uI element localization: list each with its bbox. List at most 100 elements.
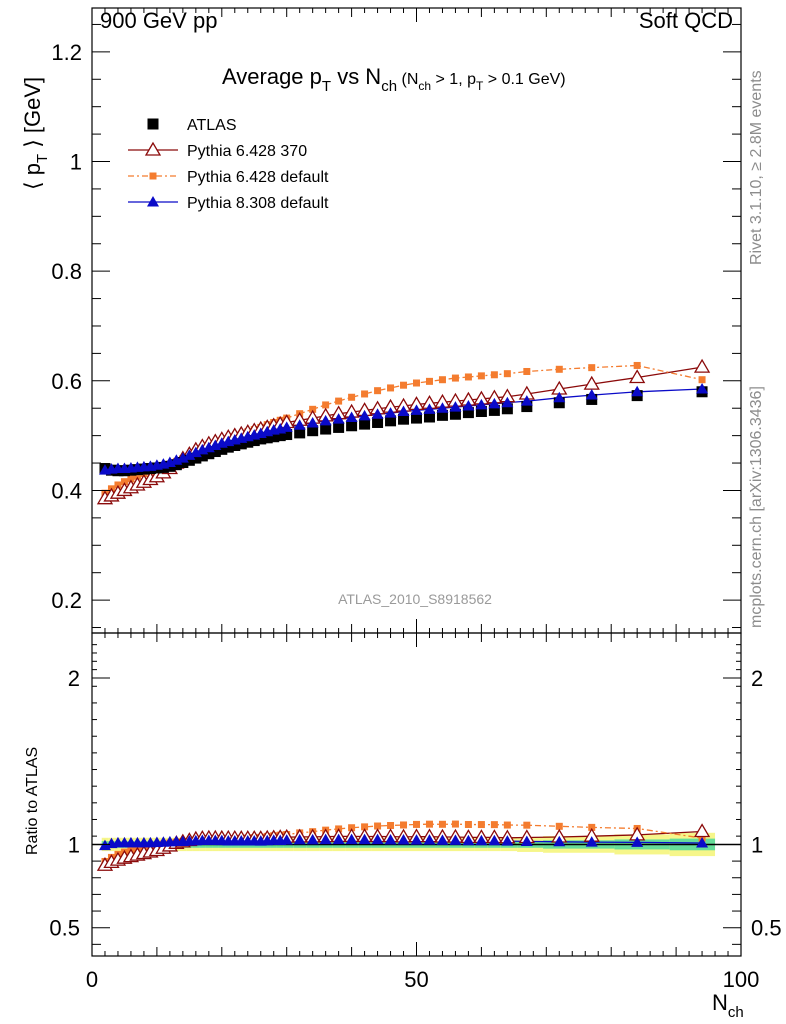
ratio-point-pythia-8-308-default	[306, 833, 319, 845]
point-atlas	[398, 413, 410, 425]
point-pythia-8-308-default	[631, 385, 644, 397]
point-pythia-8-308-default	[410, 404, 423, 415]
point-pythia-8-308-default	[176, 452, 189, 463]
point-atlas	[333, 421, 345, 433]
point-atlas	[261, 432, 273, 444]
point-pythia-8-308-default	[501, 396, 514, 408]
ratio-ylabel: Ratio to ATLAS	[24, 747, 41, 855]
y-tick-label: 0.8	[51, 259, 82, 284]
point-atlas	[183, 454, 195, 466]
ratio-panel: 0 50 100 0.5 0.5 1 1 2 2	[49, 632, 782, 992]
point-atlas	[229, 440, 241, 451]
ratio-point-pythia-6-428-default	[374, 822, 382, 830]
point-pythia-6-428-default	[438, 376, 446, 384]
legend: ATLAS Pythia 6.428 370 Pythia 6.428 defaul…	[128, 117, 329, 212]
legend-marker-pythia-8-308-default	[147, 196, 159, 207]
point-atlas	[359, 418, 371, 430]
point-atlas	[475, 406, 487, 418]
x-tick-label: 100	[723, 967, 760, 992]
ratio-point-pythia-8-308-default	[397, 834, 410, 845]
ratio-point-pythia-8-308-default	[345, 833, 358, 845]
point-atlas	[196, 450, 208, 462]
point-atlas	[203, 448, 215, 460]
point-pythia-6-428-default	[387, 384, 395, 392]
point-pythia-6-428-default	[464, 373, 472, 381]
legend-label-pythia-6-428-default: Pythia 6.428 default	[187, 169, 329, 186]
legend-label-pythia-8-308-default: Pythia 8.308 default	[187, 195, 329, 212]
point-pythia-8-308-default	[488, 397, 501, 409]
point-pythia-8-308-default	[358, 409, 371, 421]
point-pythia-6-428-default	[400, 381, 408, 389]
y-tick-label: 0.6	[51, 369, 82, 394]
header-left: 900 GeV pp	[100, 8, 217, 33]
point-pythia-6-428-default	[120, 478, 128, 486]
point-atlas	[372, 416, 384, 428]
point-pythia-8-308-default	[449, 401, 462, 412]
point-pythia-8-308-default	[319, 414, 332, 426]
point-pythia-8-308-default	[553, 391, 566, 403]
main-plot-frame	[91, 7, 742, 634]
point-atlas	[294, 427, 306, 439]
point-pythia-6-428-default	[490, 371, 498, 379]
point-atlas	[248, 435, 260, 447]
point-pythia-6-428-default	[451, 374, 459, 382]
point-atlas	[553, 397, 565, 409]
point-pythia-8-308-default	[332, 413, 345, 424]
point-atlas	[190, 452, 202, 464]
ratio-point-pythia-6-428-370	[693, 823, 711, 838]
ratio-y-tick-label-right: 2	[751, 666, 763, 691]
point-atlas	[501, 403, 513, 415]
ratio-point-pythia-8-308-default	[631, 836, 644, 847]
point-pythia-6-428-default	[523, 367, 531, 375]
ratio-point-pythia-8-308-default	[319, 833, 332, 845]
point-pythia-6-428-default	[348, 393, 356, 401]
point-atlas	[449, 408, 461, 420]
x-tick-label: 50	[404, 967, 428, 992]
point-atlas	[307, 425, 319, 437]
ratio-point-pythia-8-308-default	[449, 834, 462, 845]
ratio-point-pythia-8-308-default	[423, 834, 436, 845]
point-pythia-8-308-default	[189, 446, 202, 458]
point-pythia-6-428-default	[309, 405, 317, 413]
point-atlas	[216, 443, 228, 455]
point-atlas	[462, 407, 474, 419]
ratio-point-pythia-6-428-default	[588, 823, 596, 831]
legend-marker-pythia-6-428-370	[144, 141, 162, 156]
point-atlas	[281, 429, 293, 441]
legend-label-atlas: ATLAS	[187, 117, 237, 134]
ratio-point-pythia-8-308-default	[520, 835, 533, 846]
point-atlas	[436, 409, 448, 421]
ratio-point-pythia-6-428-default	[464, 820, 472, 828]
point-pythia-8-308-default	[280, 421, 293, 432]
point-pythia-8-308-default	[423, 403, 436, 414]
point-pythia-8-308-default	[371, 408, 384, 419]
point-pythia-6-428-default	[633, 361, 641, 369]
ratio-point-pythia-6-428-default	[451, 820, 459, 828]
point-atlas	[346, 420, 358, 432]
ratio-point-pythia-6-428-default	[438, 820, 446, 828]
ratio-point-pythia-8-308-default	[371, 833, 384, 845]
point-pythia-8-308-default	[520, 395, 533, 406]
ratio-y-tick-label-left: 0.5	[49, 916, 80, 941]
point-atlas	[488, 404, 500, 416]
y-tick-label: 1	[70, 150, 82, 175]
ratio-point-pythia-6-428-default	[503, 821, 511, 829]
point-atlas	[209, 446, 221, 458]
ratio-y-tick-label-left: 1	[68, 832, 80, 857]
y-tick-label: 1.2	[51, 40, 82, 65]
point-atlas	[235, 438, 247, 450]
ratio-y-tick-label-left: 2	[68, 666, 80, 691]
ratio-point-pythia-8-308-default	[410, 834, 423, 845]
x-tick-label: 0	[86, 967, 98, 992]
point-pythia-6-428-default	[698, 376, 706, 384]
ratio-point-pythia-8-308-default	[436, 834, 449, 845]
ratio-point-pythia-6-428-default	[477, 821, 485, 829]
ratio-plot-frame	[91, 632, 742, 957]
point-pythia-6-428-default	[335, 397, 343, 405]
point-pythia-8-308-default	[345, 411, 358, 423]
ratio-point-pythia-8-308-default	[501, 835, 514, 846]
point-pythia-6-428-default	[322, 401, 330, 409]
point-atlas	[320, 423, 332, 435]
ratio-point-pythia-6-428-default	[490, 821, 498, 829]
plot-title: Average pT vs Nch (Nch > 1, pT > 0.1 GeV…	[222, 64, 566, 95]
